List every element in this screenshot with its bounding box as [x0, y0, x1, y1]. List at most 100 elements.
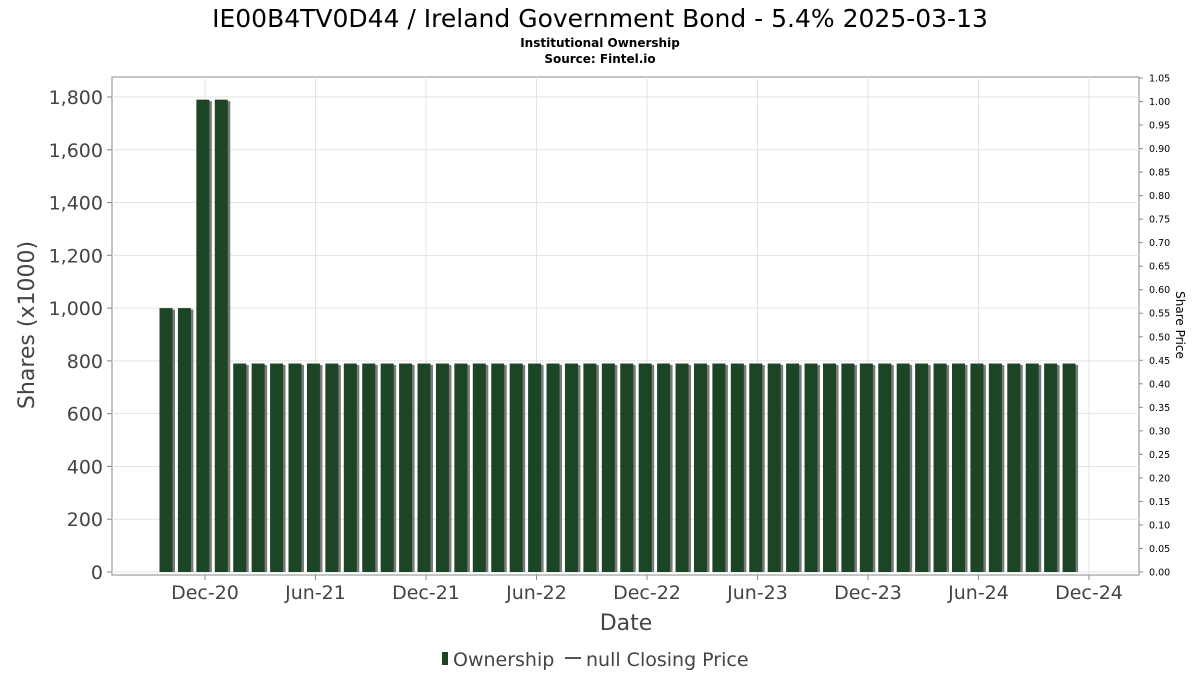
ownership-bar — [767, 363, 781, 572]
y-tick-label: 0 — [91, 562, 103, 584]
ownership-bar — [859, 363, 873, 572]
ownership-bar — [822, 363, 836, 572]
chart-source: Source: Fintel.io — [544, 52, 655, 66]
x-axis-label: Date — [600, 611, 653, 636]
y-tick-label: 1,800 — [49, 87, 103, 109]
ownership-bar — [196, 99, 210, 572]
ownership-bar — [399, 363, 413, 572]
ownership-bar — [214, 99, 228, 572]
ownership-bar — [325, 363, 339, 572]
y2-tick-label: 0.35 — [1149, 403, 1170, 414]
ownership-bar — [657, 363, 671, 572]
y-tick-label: 1,600 — [49, 140, 103, 162]
ownership-bar — [804, 363, 818, 572]
ownership-bar — [915, 363, 929, 572]
x-tick-label: Dec-20 — [171, 582, 239, 604]
y2-tick-label: 0.70 — [1149, 238, 1170, 249]
y2-tick-label: 0.65 — [1149, 262, 1170, 273]
x-tick-label: Dec-21 — [392, 582, 460, 604]
ownership-bar — [841, 363, 855, 572]
ownership-bar — [749, 363, 763, 572]
ownership-bar — [712, 363, 726, 572]
y2-tick-label: 0.15 — [1149, 497, 1170, 508]
y2-tick-label: 0.05 — [1149, 544, 1170, 555]
ownership-bar — [546, 363, 560, 572]
y2-tick-label: 1.00 — [1149, 97, 1170, 108]
ownership-bar — [896, 363, 910, 572]
ownership-bar — [933, 363, 947, 572]
ownership-bar — [1007, 363, 1021, 572]
ownership-bar — [730, 363, 744, 572]
y2-tick-label: 0.90 — [1149, 144, 1170, 155]
y2-tick-label: 0.20 — [1149, 473, 1170, 484]
ownership-bar — [177, 308, 191, 572]
ownership-bar — [362, 363, 376, 572]
y2-tick-label: 0.55 — [1149, 309, 1170, 320]
ownership-bar — [970, 363, 984, 572]
x-tick-label: Dec-22 — [613, 582, 681, 604]
y2-tick-label: 0.95 — [1149, 121, 1170, 132]
ownership-bar — [583, 363, 597, 572]
ownership-bar — [675, 363, 689, 572]
legend-ownership-swatch — [442, 652, 448, 665]
ownership-bar — [509, 363, 523, 572]
ownership-bar — [693, 363, 707, 572]
x-tick-label: Jun-24 — [947, 582, 1009, 604]
ownership-bar — [638, 363, 652, 572]
y2-tick-label: 0.80 — [1149, 191, 1170, 202]
x-tick-label: Dec-23 — [834, 582, 902, 604]
ownership-bar — [1062, 363, 1076, 572]
ownership-bar — [1025, 363, 1039, 572]
x-axis-ticks: Dec-20 Jun-21 Dec-21 Jun-22 Dec-22 Jun-23 Dec-… — [171, 575, 1123, 604]
legend: Ownership null Closing Price — [442, 649, 749, 671]
y-tick-label: 1,000 — [49, 298, 103, 320]
chart-title: IE00B4TV0D44 / Ireland Government Bond -… — [212, 4, 988, 33]
ownership-bar — [251, 363, 265, 572]
x-tick-label: Jun-22 — [505, 582, 567, 604]
ownership-bar — [417, 363, 431, 572]
x-tick-label: Jun-23 — [726, 582, 788, 604]
y-tick-label: 800 — [67, 351, 103, 373]
legend-price-label: null Closing Price — [586, 649, 749, 671]
y2-tick-label: 1.05 — [1149, 74, 1170, 85]
y2-tick-label: 0.00 — [1149, 568, 1170, 579]
ownership-bar — [878, 363, 892, 572]
ownership-bar — [380, 363, 394, 572]
ownership-bar — [951, 363, 965, 572]
y2-tick-label: 0.85 — [1149, 168, 1170, 179]
y2-axis-ticks: 0.00 0.05 0.10 0.15 0.20 0.25 0.30 0.35 0.40 0.45… — [1139, 74, 1170, 579]
ownership-bar — [601, 363, 615, 572]
ownership-bar — [564, 363, 578, 572]
ownership-bar — [454, 363, 468, 572]
y-axis-ticks: 0 200 400 600 800 1,000 1,200 1,400 1,600 1,800 — [49, 87, 112, 584]
y2-tick-label: 0.40 — [1149, 379, 1170, 390]
y-tick-label: 1,400 — [49, 193, 103, 215]
y2-tick-label: 0.25 — [1149, 450, 1170, 461]
y-tick-label: 600 — [67, 404, 103, 426]
y-axis-label: Shares (x1000) — [15, 241, 40, 409]
ownership-bar — [306, 363, 320, 572]
y2-axis-label: Share Price — [1173, 291, 1187, 359]
y-tick-label: 1,200 — [49, 245, 103, 267]
y2-tick-label: 0.60 — [1149, 285, 1170, 296]
ownership-bar — [288, 363, 302, 572]
ownership-bar — [620, 363, 634, 572]
ownership-bar — [435, 363, 449, 572]
chart-subtitle: Institutional Ownership — [520, 36, 680, 50]
ownership-bar — [491, 363, 505, 572]
y2-tick-label: 0.30 — [1149, 426, 1170, 437]
bars-group — [159, 99, 1079, 572]
ownership-bar — [1044, 363, 1058, 572]
ownership-bar — [472, 363, 486, 572]
grid-lines — [112, 77, 1139, 575]
ownership-bar — [233, 363, 247, 572]
legend-ownership-label: Ownership — [453, 649, 554, 671]
ownership-bar — [988, 363, 1002, 572]
ownership-bar — [786, 363, 800, 572]
y2-tick-label: 0.75 — [1149, 215, 1170, 226]
ownership-bar — [343, 363, 357, 572]
y2-tick-label: 0.50 — [1149, 332, 1170, 343]
y2-tick-label: 0.45 — [1149, 356, 1170, 367]
ownership-bar — [528, 363, 542, 572]
